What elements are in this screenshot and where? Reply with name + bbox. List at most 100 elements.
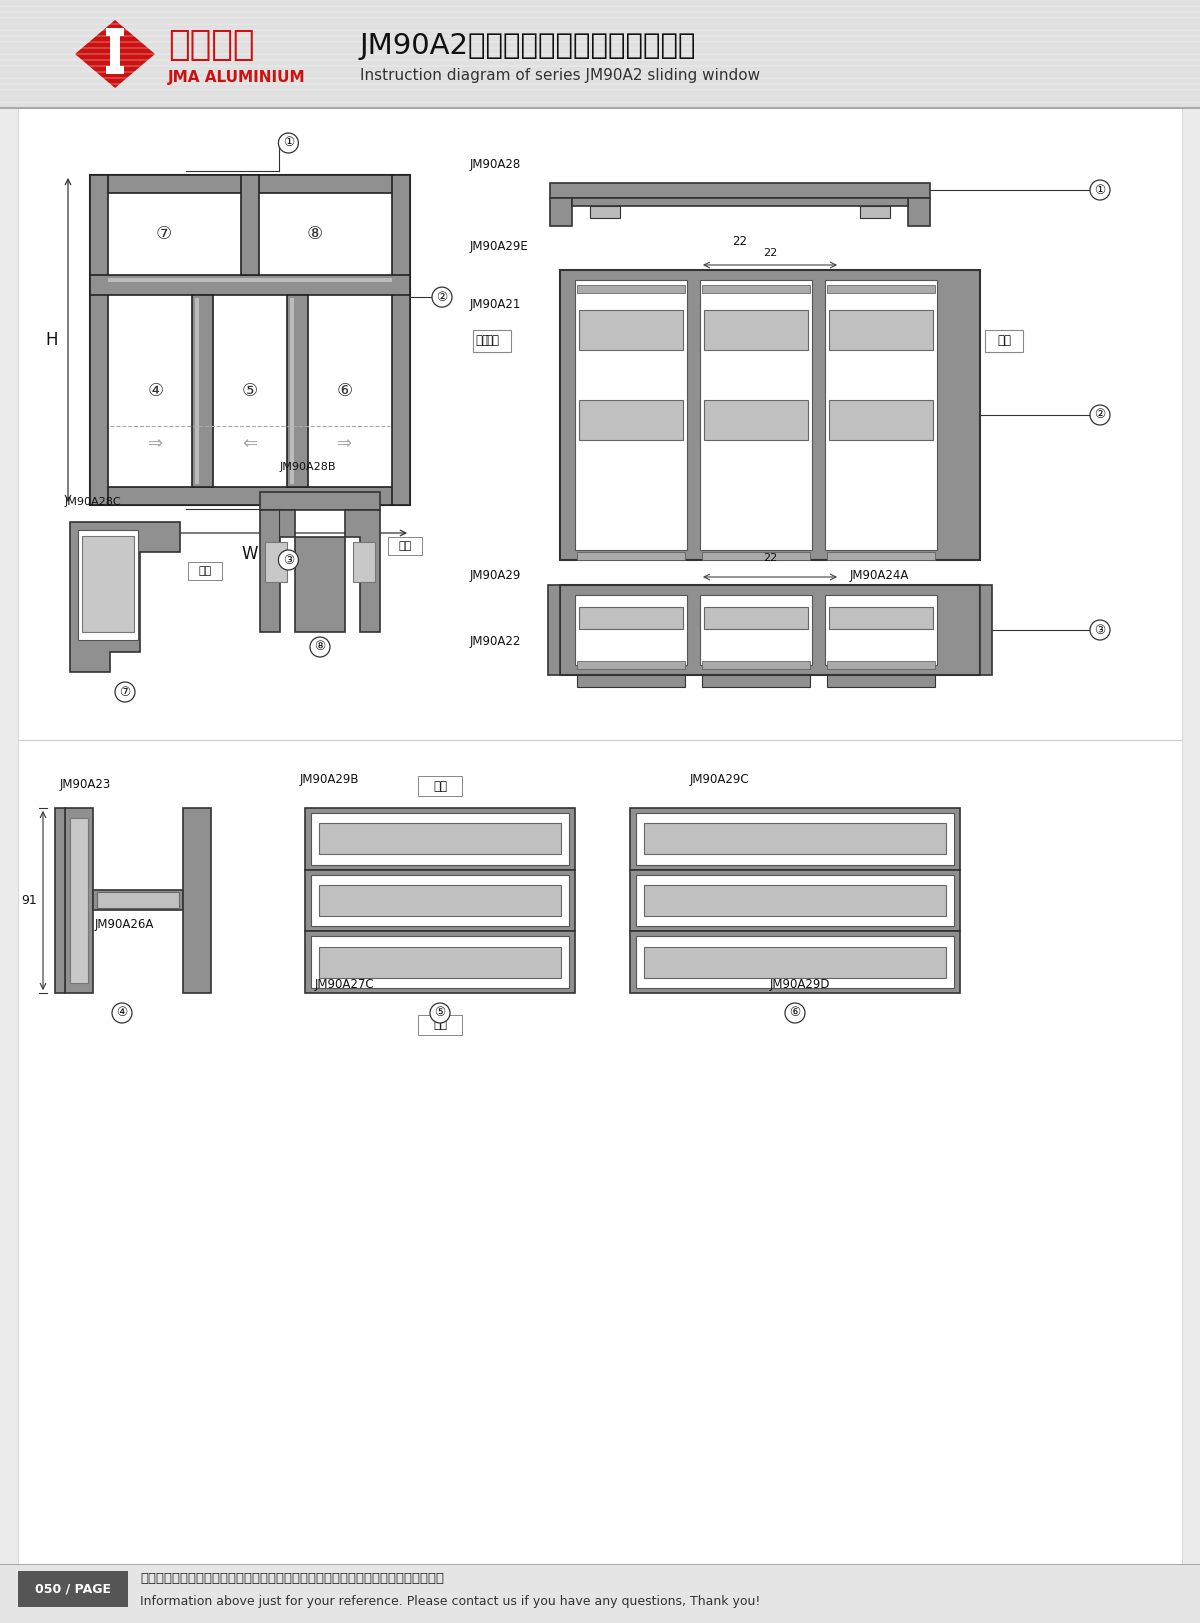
- Text: ⑤: ⑤: [434, 1006, 445, 1019]
- Circle shape: [432, 287, 452, 307]
- Text: JM90A2系列三轨推拉门窗带纱结构图: JM90A2系列三轨推拉门窗带纱结构图: [360, 32, 696, 60]
- Text: 室外: 室外: [398, 540, 412, 550]
- Bar: [182, 808, 211, 993]
- Text: ④: ④: [148, 381, 163, 399]
- Text: Instruction diagram of series JM90A2 sliding window: Instruction diagram of series JM90A2 sli…: [360, 68, 760, 83]
- Text: 050 / PAGE: 050 / PAGE: [35, 1582, 112, 1595]
- Text: ⑧: ⑧: [307, 226, 323, 243]
- Text: 22: 22: [732, 235, 748, 248]
- Bar: [311, 875, 569, 927]
- Text: ①: ①: [1094, 183, 1105, 196]
- Text: JM90A28B: JM90A28B: [280, 463, 336, 472]
- Text: JM90A29E: JM90A29E: [470, 240, 529, 253]
- Text: ⇐: ⇐: [242, 435, 258, 453]
- Bar: [287, 295, 308, 487]
- Circle shape: [278, 550, 299, 570]
- Bar: [0, 0, 1200, 109]
- Circle shape: [785, 1003, 805, 1022]
- Text: 室内: 室内: [198, 566, 211, 576]
- Bar: [580, 399, 683, 440]
- Bar: [289, 297, 294, 484]
- Bar: [305, 932, 575, 993]
- Bar: [829, 607, 934, 630]
- Bar: [305, 808, 575, 870]
- Text: JM90A29B: JM90A29B: [300, 773, 360, 786]
- Text: ③: ③: [283, 553, 294, 566]
- Text: 室外: 室外: [433, 1019, 446, 1032]
- Bar: [241, 175, 259, 274]
- Bar: [572, 198, 908, 206]
- Text: ②: ②: [437, 291, 448, 304]
- Text: JM90A29: JM90A29: [470, 570, 521, 583]
- Bar: [580, 607, 683, 630]
- Bar: [90, 175, 108, 505]
- Bar: [305, 870, 575, 932]
- Bar: [702, 286, 810, 294]
- Bar: [985, 329, 1022, 352]
- Bar: [110, 36, 120, 67]
- Bar: [704, 607, 808, 630]
- Bar: [473, 329, 511, 352]
- Text: 室内: 室内: [433, 779, 446, 792]
- Bar: [260, 492, 380, 510]
- Bar: [0, 1565, 1200, 1623]
- Bar: [388, 537, 422, 555]
- Circle shape: [310, 636, 330, 657]
- Text: ⑦: ⑦: [119, 685, 131, 698]
- Bar: [827, 675, 935, 687]
- Bar: [702, 552, 810, 560]
- Bar: [550, 198, 572, 226]
- Bar: [18, 1571, 128, 1607]
- Bar: [106, 67, 124, 75]
- Text: H: H: [46, 331, 59, 349]
- Bar: [70, 818, 88, 984]
- Bar: [644, 946, 946, 977]
- Bar: [630, 932, 960, 993]
- Bar: [644, 823, 946, 854]
- Bar: [636, 936, 954, 988]
- Polygon shape: [70, 523, 180, 672]
- Text: 22: 22: [763, 553, 778, 563]
- Text: JM90A29C: JM90A29C: [690, 773, 750, 786]
- Bar: [560, 269, 980, 560]
- Bar: [82, 536, 134, 631]
- Text: JM90A29D: JM90A29D: [770, 979, 830, 992]
- Bar: [55, 808, 65, 993]
- Bar: [188, 562, 222, 579]
- Circle shape: [1090, 180, 1110, 200]
- Bar: [577, 675, 685, 687]
- Bar: [636, 875, 954, 927]
- Bar: [90, 487, 410, 505]
- Text: 室外: 室外: [997, 334, 1010, 347]
- Polygon shape: [260, 510, 295, 631]
- Bar: [704, 310, 808, 351]
- Text: ⑥: ⑥: [337, 381, 353, 399]
- Text: JM90A26A: JM90A26A: [95, 919, 155, 932]
- Bar: [700, 281, 812, 550]
- Bar: [577, 286, 685, 294]
- Text: ⑦: ⑦: [156, 226, 172, 243]
- Bar: [319, 823, 562, 854]
- Text: ⑤: ⑤: [242, 381, 258, 399]
- Text: ③: ③: [1094, 623, 1105, 636]
- Bar: [548, 584, 560, 675]
- Text: 室内: 室内: [485, 334, 499, 347]
- Bar: [826, 281, 937, 550]
- Bar: [90, 175, 410, 193]
- Bar: [827, 552, 935, 560]
- Bar: [630, 870, 960, 932]
- Bar: [630, 808, 960, 870]
- Circle shape: [112, 1003, 132, 1022]
- Text: ⇒: ⇒: [148, 435, 163, 453]
- Bar: [700, 596, 812, 665]
- Bar: [829, 310, 934, 351]
- Bar: [94, 889, 182, 911]
- Circle shape: [1090, 620, 1110, 639]
- Text: JM90A23: JM90A23: [60, 777, 112, 790]
- Bar: [418, 1014, 462, 1035]
- Text: JM90A28: JM90A28: [470, 157, 521, 170]
- Bar: [827, 286, 935, 294]
- Bar: [295, 537, 346, 631]
- Bar: [908, 198, 930, 226]
- Bar: [265, 542, 287, 583]
